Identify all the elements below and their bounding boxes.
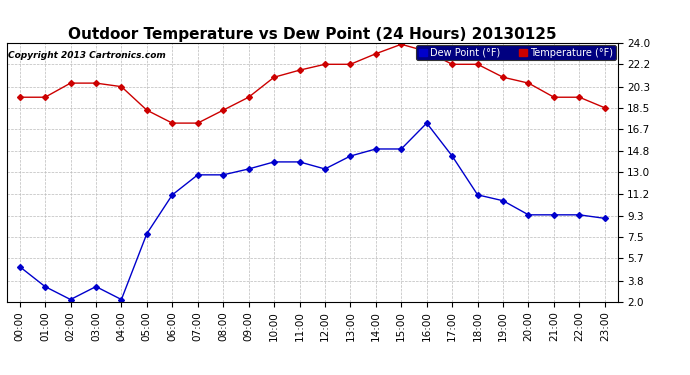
Title: Outdoor Temperature vs Dew Point (24 Hours) 20130125: Outdoor Temperature vs Dew Point (24 Hou… <box>68 27 557 42</box>
Legend: Dew Point (°F), Temperature (°F): Dew Point (°F), Temperature (°F) <box>416 45 616 60</box>
Text: Copyright 2013 Cartronics.com: Copyright 2013 Cartronics.com <box>8 51 166 60</box>
